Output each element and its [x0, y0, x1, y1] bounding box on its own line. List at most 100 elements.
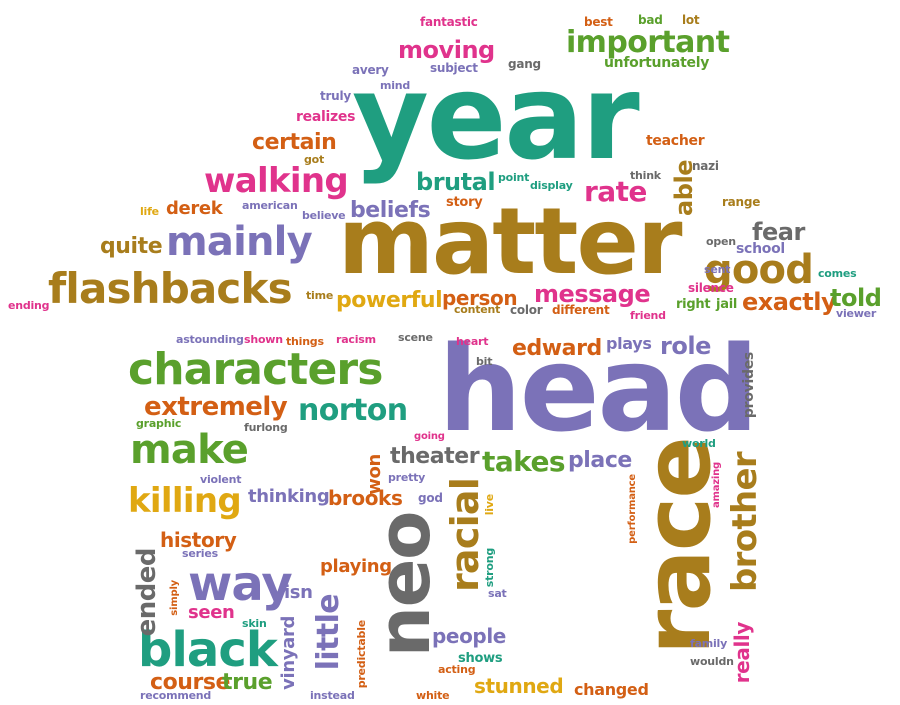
word-powerful: powerful	[336, 288, 443, 313]
word-best: best	[584, 15, 613, 29]
word-sat: sat	[488, 587, 507, 600]
word-history: history	[160, 528, 237, 552]
word-nazi: nazi	[692, 159, 719, 173]
word-skin: skin	[242, 617, 267, 630]
word-got: got	[304, 153, 325, 166]
word-unfortunately: unfortunately	[604, 55, 710, 71]
word-open: open	[706, 235, 736, 248]
word-seen: seen	[188, 602, 235, 623]
word-truly: truly	[320, 89, 351, 103]
word-takes: takes	[482, 445, 566, 478]
word-fantastic: fantastic	[420, 15, 478, 29]
word-sent: sent	[704, 263, 731, 276]
word-right: right	[676, 297, 711, 312]
word-provides: provides	[741, 352, 757, 419]
word-believe: believe	[302, 209, 346, 222]
word-realizes: realizes	[296, 109, 356, 125]
word-extremely: extremely	[144, 392, 288, 422]
word-time: time	[306, 289, 334, 302]
word-white: white	[416, 689, 450, 702]
word-make: make	[130, 427, 249, 473]
word-beliefs: beliefs	[350, 198, 431, 223]
word-american: american	[242, 199, 298, 212]
word-wouldn: wouldn	[690, 655, 734, 668]
word-matter: matter	[338, 188, 682, 295]
word-simply: simply	[169, 580, 180, 616]
word-person: person	[442, 286, 518, 310]
word-think: think	[630, 169, 661, 182]
word-characters: characters	[128, 344, 383, 395]
word-god: god	[418, 491, 443, 505]
word-recommend: recommend	[140, 689, 212, 702]
word-edward: edward	[512, 336, 602, 361]
word-gang: gang	[508, 57, 541, 71]
word-astounding: astounding	[176, 333, 244, 346]
word-life: life	[140, 205, 159, 218]
word-lot: lot	[682, 13, 700, 27]
word-scene: scene	[398, 331, 433, 344]
word-vinyard: vinyard	[278, 616, 299, 690]
word-predictable: predictable	[355, 620, 368, 689]
word-true: true	[222, 670, 273, 695]
word-course: course	[150, 670, 231, 695]
word-school: school	[736, 241, 785, 257]
word-shows: shows	[458, 651, 503, 666]
word-really: really	[730, 622, 754, 684]
word-violent: violent	[200, 473, 242, 486]
word-bit: bit	[476, 355, 493, 368]
word-amazing: amazing	[711, 462, 722, 509]
word-told: told	[830, 284, 882, 312]
word-place: place	[568, 448, 632, 473]
word-way: way	[188, 556, 293, 612]
word-point: point	[498, 171, 530, 184]
word-thinking: thinking	[248, 486, 330, 507]
word-jail: jail	[716, 297, 738, 312]
word-playing: playing	[320, 556, 392, 577]
word-strong: strong	[483, 548, 496, 588]
word-content: content	[454, 303, 501, 316]
word-plays: plays	[606, 334, 652, 353]
word-color: color	[510, 303, 543, 317]
word-racism: racism	[336, 333, 376, 346]
word-series: series	[182, 547, 218, 560]
word-people: people	[432, 624, 506, 648]
word-world: world	[682, 437, 716, 450]
word-flashbacks: flashbacks	[48, 264, 293, 313]
word-furlong: furlong	[244, 421, 288, 434]
word-instead: instead	[310, 689, 355, 702]
word-mind: mind	[380, 79, 411, 92]
word-graphic: graphic	[136, 417, 182, 430]
word-different: different	[552, 303, 610, 317]
word-certain: certain	[252, 130, 337, 155]
word-comes: comes	[818, 267, 857, 280]
word-good: good	[704, 247, 814, 293]
word-quite: quite	[100, 234, 163, 259]
word-ended: ended	[132, 548, 162, 637]
word-silence: silence	[688, 281, 734, 295]
word-little: little	[311, 594, 346, 671]
word-role: role	[660, 332, 711, 360]
word-avery: avery	[352, 63, 389, 77]
word-important: important	[566, 25, 730, 60]
word-norton: norton	[298, 393, 408, 428]
word-walking: walking	[204, 161, 349, 201]
word-teacher: teacher	[646, 133, 705, 149]
word-brutal: brutal	[416, 168, 496, 196]
word-isn: isn	[284, 582, 313, 603]
word-moving: moving	[398, 36, 495, 64]
word-display: display	[530, 179, 573, 192]
word-family: family	[690, 637, 728, 650]
word-killing: killing	[128, 481, 242, 521]
word-ending: ending	[8, 299, 50, 312]
word-fear: fear	[752, 218, 805, 246]
word-racial: racial	[443, 478, 487, 593]
word-things: things	[286, 335, 324, 348]
word-exactly: exactly	[742, 288, 837, 316]
word-shown: shown	[244, 333, 283, 346]
word-viewer: viewer	[836, 307, 877, 320]
word-message: message	[534, 280, 651, 308]
word-year: year	[352, 48, 640, 186]
word-subject: subject	[430, 61, 478, 75]
word-going: going	[414, 431, 445, 442]
